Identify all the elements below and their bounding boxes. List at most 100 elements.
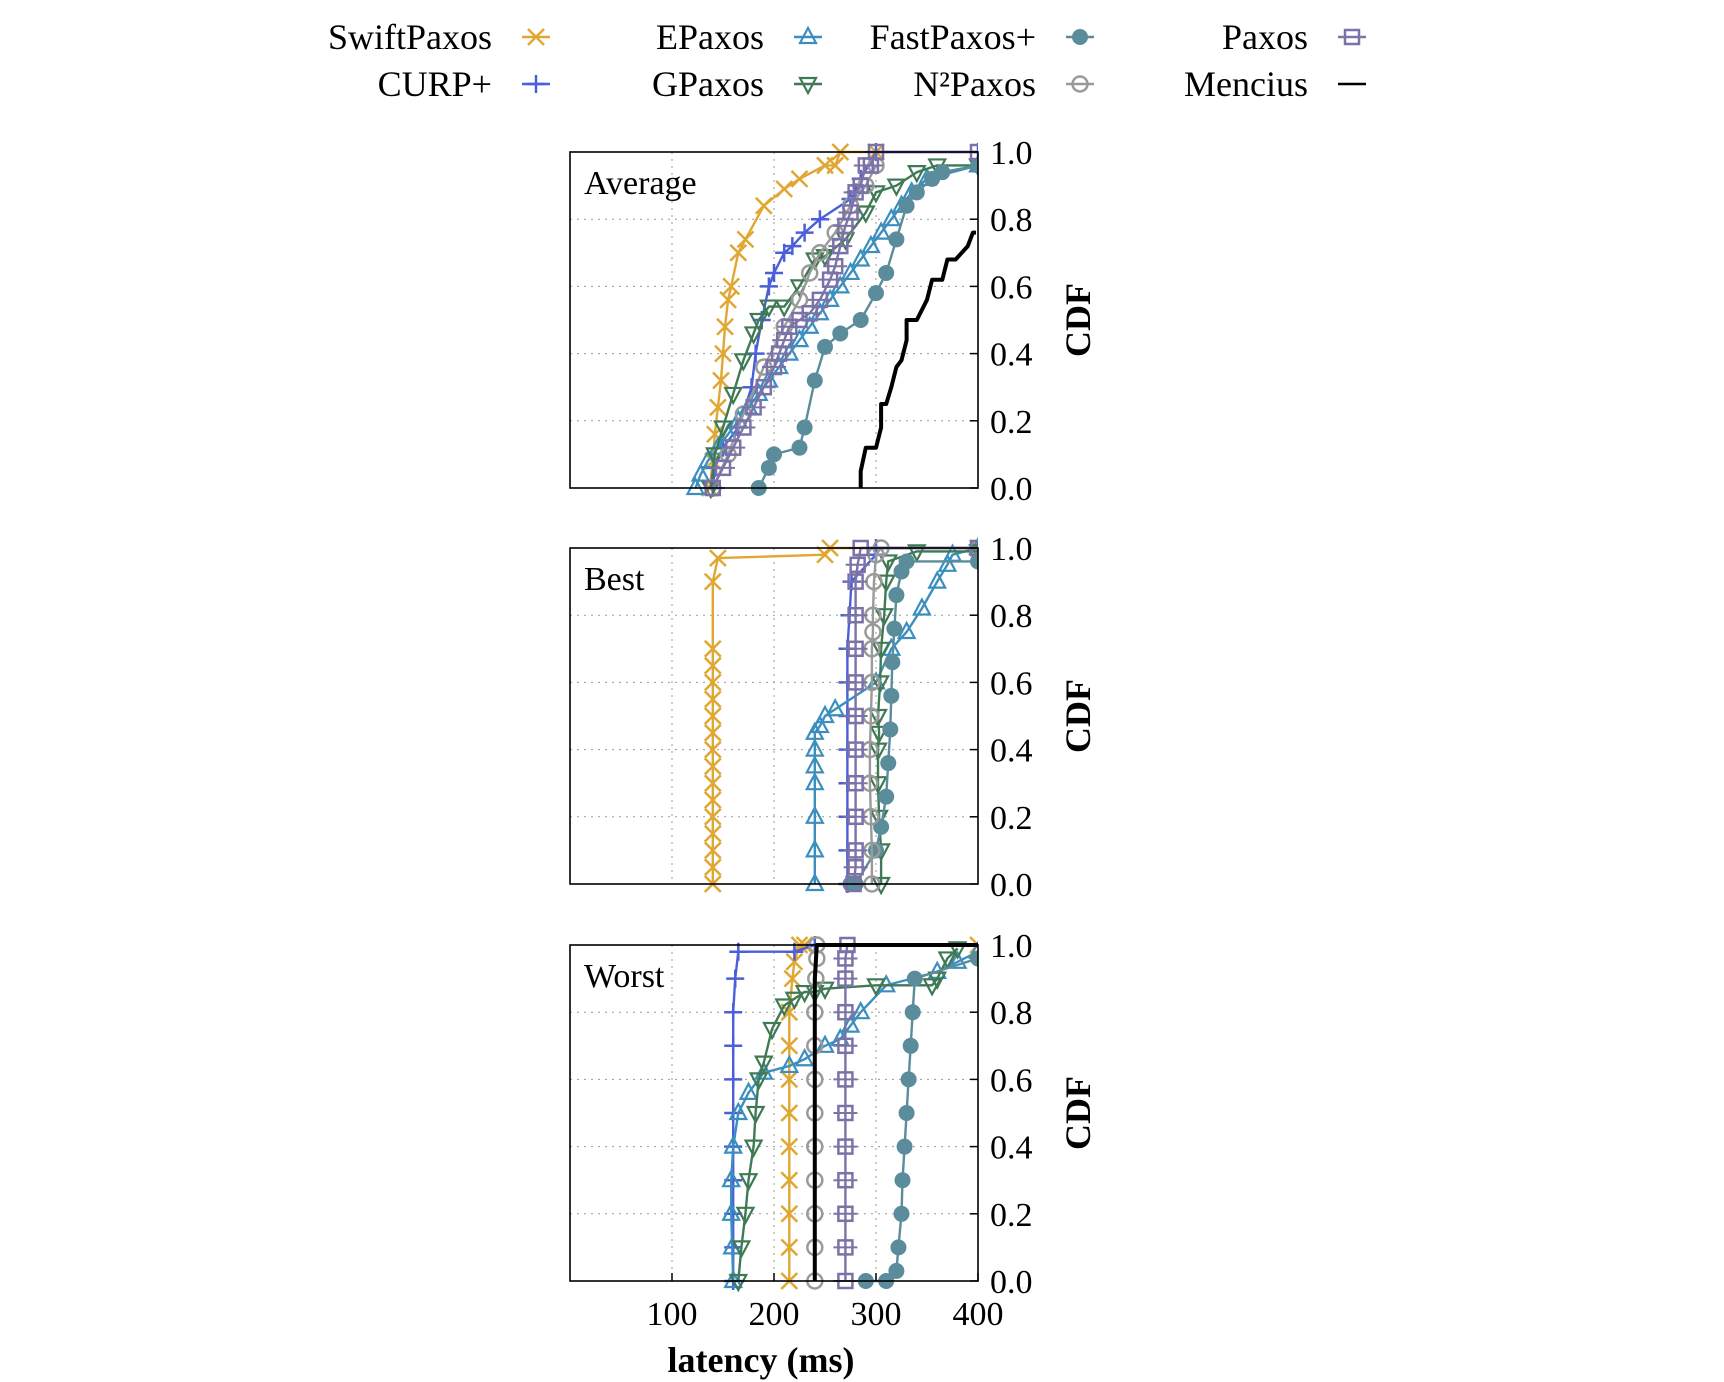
y-tick-label: 0.4 [990, 733, 1033, 770]
data-point-swiftpaxos [703, 774, 722, 793]
series-line-mencius [858, 230, 976, 488]
data-point-epaxos [779, 1054, 800, 1074]
data-point-curp [724, 1003, 743, 1022]
data-point-gpaxos [868, 742, 888, 761]
legend-label: N²Paxos [913, 64, 1036, 104]
legend-item-fastpaxos: FastPaxos+ [870, 17, 1094, 57]
data-point-epaxos [825, 697, 846, 717]
data-point-gpaxos [871, 876, 891, 896]
data-point-curp [765, 263, 783, 282]
legend-label: FastPaxos+ [870, 17, 1036, 57]
data-point-epaxos [968, 536, 978, 556]
data-point-swiftpaxos [780, 1171, 799, 1190]
data-point-swiftpaxos [729, 243, 748, 262]
data-point-epaxos [871, 221, 891, 240]
data-point-paxos [843, 707, 868, 725]
data-point-n2paxos [864, 623, 882, 641]
data-point-paxos [848, 177, 873, 194]
data-point-paxos [711, 459, 735, 477]
gridlines [570, 945, 978, 1281]
data-point-paxos [843, 842, 868, 859]
data-point-paxos [818, 271, 843, 288]
data-point-epaxos [794, 1047, 815, 1067]
data-point-paxos [833, 1104, 858, 1122]
series-line-n2paxos [868, 546, 978, 884]
data-point-fastpaxos [908, 184, 925, 201]
data-point-gpaxos [866, 185, 886, 204]
legend-marker-curp [527, 75, 545, 93]
y-axis: 0.0 0.2 0.4 0.6 0.8 1.0 [970, 928, 1033, 1301]
y-tick-label: 0.8 [990, 995, 1033, 1032]
plot-frame [569, 547, 979, 885]
data-point-epaxos [708, 436, 728, 455]
data-point-fastpaxos [760, 459, 777, 476]
data-point-paxos [797, 305, 822, 322]
legend-item-n2paxos: N²Paxos [913, 64, 1094, 104]
data-point-epaxos [804, 872, 825, 892]
data-point-epaxos [912, 597, 932, 616]
data-point-swiftpaxos [703, 656, 722, 675]
data-point-epaxos [804, 771, 825, 791]
data-point-swiftpaxos [716, 317, 734, 336]
y-axis: 0.0 0.2 0.4 0.6 0.8 1.0 [970, 135, 1033, 508]
legend-item-swiftpaxos: SwiftPaxos [328, 17, 550, 57]
data-point-epaxos [721, 1168, 741, 1188]
series-group [685, 143, 978, 500]
data-point-gpaxos [735, 1206, 756, 1226]
data-point-paxos [843, 640, 868, 658]
legend-label: Paxos [1222, 17, 1308, 57]
legend-item-curp: CURP+ [378, 64, 550, 104]
legend-marker-paxos [1340, 28, 1364, 46]
data-point-gpaxos [774, 299, 795, 318]
data-point-fastpaxos [796, 419, 813, 436]
plot-frame [569, 151, 979, 489]
x-tick-label: 100 [647, 1296, 698, 1333]
data-point-epaxos [804, 738, 825, 757]
data-point-gpaxos [855, 205, 876, 224]
data-point-curp [783, 237, 802, 256]
data-point-swiftpaxos [722, 277, 741, 296]
data-point-epaxos [728, 1101, 749, 1121]
series-line-gpaxos [737, 947, 959, 1282]
series-epaxos [721, 940, 978, 1289]
data-point-fastpaxos [852, 312, 869, 328]
legend-label: GPaxos [652, 64, 764, 104]
data-point-fastpaxos [817, 338, 833, 355]
data-point-epaxos [850, 1000, 871, 1020]
data-point-swiftpaxos [703, 639, 722, 658]
data-point-epaxos [896, 620, 917, 640]
data-point-paxos [843, 674, 868, 691]
data-point-swiftpaxos [703, 824, 722, 843]
series-curp [703, 143, 978, 497]
y-axis-title: CDF [1058, 1076, 1098, 1150]
data-point-fastpaxos [884, 654, 901, 671]
data-point-epaxos [937, 553, 958, 572]
data-point-fastpaxos [888, 1262, 905, 1279]
series-line-swiftpaxos [711, 546, 978, 884]
data-point-swiftpaxos [703, 723, 722, 742]
data-point-fastpaxos [880, 755, 897, 772]
y-tick-label: 0.2 [990, 1197, 1033, 1234]
panel-worst: 0.0 0.2 0.4 0.6 0.8 1.0 CDF 100 200 300 400 Worst [569, 928, 1098, 1333]
data-point-swiftpaxos [780, 1070, 799, 1089]
y-axis-title: CDF [1058, 283, 1098, 357]
data-point-epaxos [861, 234, 881, 254]
y-tick-label: 0.6 [990, 665, 1033, 702]
data-point-paxos [843, 858, 868, 876]
data-point-swiftpaxos [703, 757, 722, 776]
data-point-gpaxos [868, 776, 888, 795]
data-point-paxos [751, 378, 776, 396]
data-point-curp [724, 1070, 743, 1089]
data-point-gpaxos [728, 1273, 749, 1293]
data-point-paxos [833, 1138, 858, 1155]
series-group [721, 936, 978, 1293]
data-point-swiftpaxos [712, 371, 730, 390]
x-axis: 100 200 300 400 [647, 1273, 1004, 1333]
data-point-gpaxos [869, 725, 889, 745]
data-point-paxos [833, 1003, 858, 1021]
data-point-epaxos [850, 248, 871, 267]
y-tick-label: 0.2 [990, 800, 1033, 837]
legend-item-gpaxos: GPaxos [652, 64, 822, 104]
data-point-epaxos [810, 714, 830, 734]
